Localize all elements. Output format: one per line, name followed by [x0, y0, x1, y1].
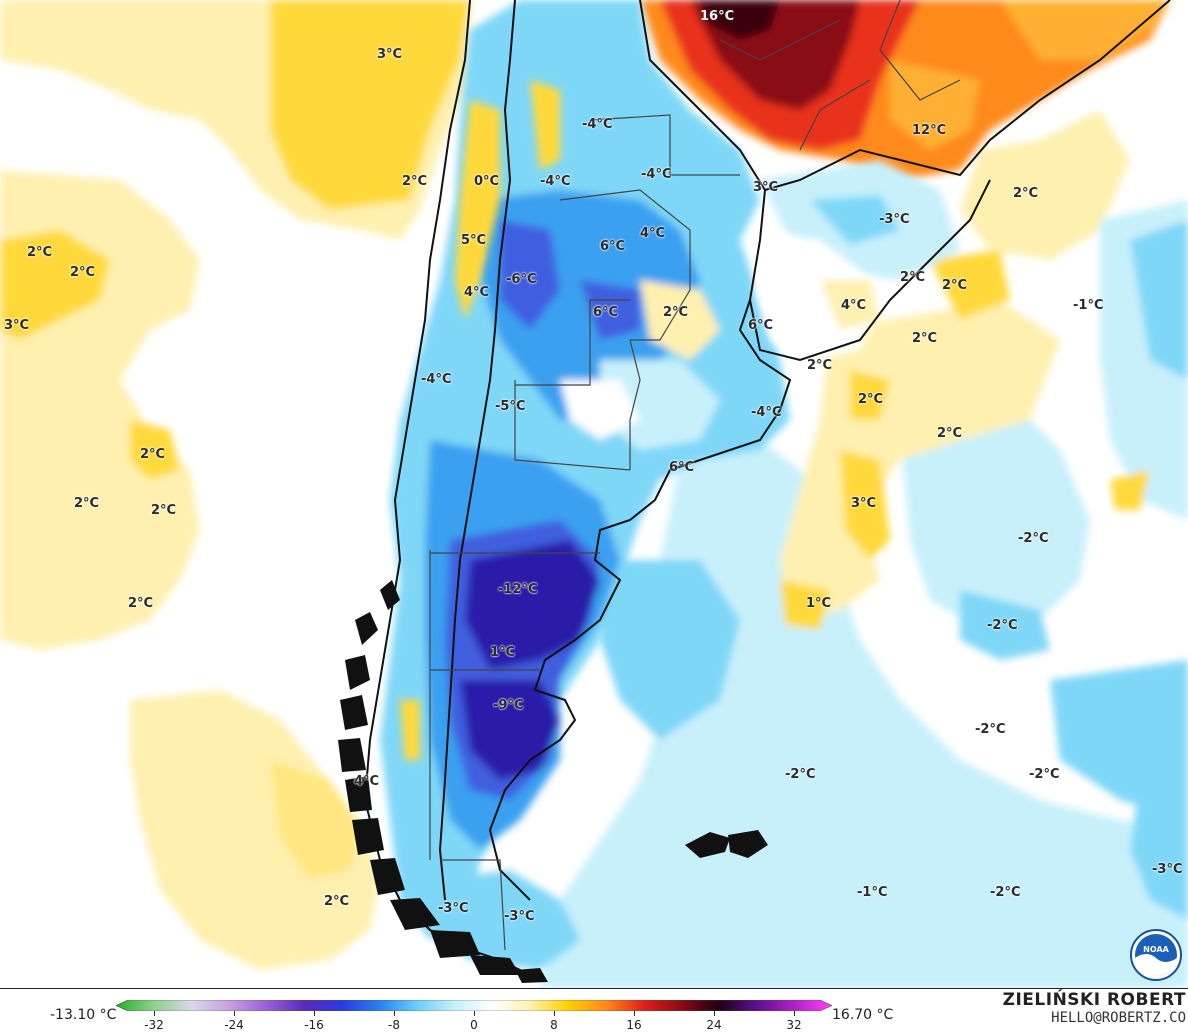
temp-label: -6°C: [506, 272, 537, 287]
temp-label: 4°C: [464, 285, 490, 300]
temp-label: -2°C: [785, 767, 816, 782]
temp-label: -9°C: [493, 698, 524, 713]
author-email: HELLO@ROBERTZ.CO: [1051, 1010, 1186, 1026]
temp-label: -3°C: [438, 901, 469, 916]
temp-label: 2°C: [128, 596, 154, 611]
temp-label: 5°C: [461, 233, 487, 248]
temp-label: 6°C: [600, 239, 626, 254]
scale-tick-mark: [314, 1011, 315, 1016]
temp-label: -4°C: [751, 405, 782, 420]
temp-label: -2°C: [1018, 531, 1049, 546]
scale-tick-label: 24: [706, 1018, 722, 1032]
scale-tick-mark: [634, 1011, 635, 1016]
svg-text:NOAA: NOAA: [1143, 945, 1169, 954]
scale-tick-label: -16: [304, 1018, 324, 1032]
scale-tick-label: 16: [626, 1018, 642, 1032]
temp-label: 6°C: [748, 318, 774, 333]
scale-tick-mark: [474, 1011, 475, 1016]
temp-label: 2°C: [942, 278, 968, 293]
temp-label: 4°C: [354, 774, 380, 789]
chile-fjords: [338, 580, 548, 983]
scale-tick-label: 32: [786, 1018, 802, 1032]
temp-label: 0°C: [474, 174, 500, 189]
temp-label: -2°C: [975, 722, 1006, 737]
temp-label: 2°C: [663, 305, 689, 320]
uruguay-region: [755, 230, 880, 360]
temp-label: 2°C: [27, 245, 53, 260]
temp-label: 1°C: [806, 596, 832, 611]
temp-label: 4°C: [841, 298, 867, 313]
scale-tick-mark: [794, 1011, 795, 1016]
temp-label: 2°C: [807, 358, 833, 373]
temp-label: -2°C: [987, 618, 1018, 633]
noaa-logo-icon: NOAA: [1130, 929, 1182, 981]
temp-label: 3°C: [4, 318, 30, 333]
temp-label: -1°C: [857, 885, 888, 900]
scale-min-value: -13.10 °C: [50, 1007, 117, 1023]
temp-label: 3°C: [851, 496, 877, 511]
temp-label: 2°C: [1013, 186, 1039, 201]
temp-label: 2°C: [140, 447, 166, 462]
scale-tick-label: -24: [224, 1018, 244, 1032]
temp-label: -4°C: [540, 174, 571, 189]
scale-tick-mark: [154, 1011, 155, 1016]
temp-label: 2°C: [858, 392, 884, 407]
color-scale-bar: [116, 1000, 832, 1011]
temp-label: -1°C: [1073, 298, 1104, 313]
temp-label: -3°C: [879, 212, 910, 227]
temp-label: 4°C: [640, 226, 666, 241]
temp-label: 6°C: [669, 460, 695, 475]
temp-label: 12°C: [912, 123, 947, 138]
temp-label: 2°C: [402, 174, 428, 189]
scale-tick-mark: [394, 1011, 395, 1016]
scale-tick-label: 0: [470, 1018, 478, 1032]
temp-label: 2°C: [151, 503, 177, 518]
temp-label: 3°C: [753, 180, 779, 195]
scale-max-value: 16.70 °C: [832, 1007, 894, 1023]
temp-label: 2°C: [70, 265, 96, 280]
author-name: ZIELIŃSKI ROBERT: [1002, 990, 1186, 1010]
temp-label: -2°C: [990, 885, 1021, 900]
temp-label: 6°C: [593, 305, 619, 320]
temp-label: 1°C: [490, 645, 516, 660]
temp-label: 2°C: [912, 331, 938, 346]
temp-label: -3°C: [504, 909, 535, 924]
temp-label: 3°C: [377, 47, 403, 62]
andes-warm-streaks: [400, 80, 560, 760]
temp-label: 2°C: [324, 894, 350, 909]
falkland-islands: [685, 830, 768, 858]
scale-tick-mark: [714, 1011, 715, 1016]
color-scale-legend: -13.10 °C -32 -24 -16 -8 0 8 16 24 32 16.70 °C Z…: [0, 989, 1188, 1035]
brazil-heat-region: [640, 0, 1170, 260]
temp-label: 2°C: [900, 270, 926, 285]
temp-label: 2°C: [74, 496, 100, 511]
temp-label: 16°C: [700, 9, 735, 24]
pacific-warm-region: [0, 0, 470, 970]
temperature-anomaly-map: 16°C 3°C -4°C 12°C 2°C 0°C -4°C -4°C 3°C…: [0, 0, 1188, 989]
temp-label: -4°C: [421, 372, 452, 387]
temp-label: -2°C: [1029, 767, 1060, 782]
scale-tick-label: -8: [388, 1018, 400, 1032]
scale-tick-label: -32: [144, 1018, 164, 1032]
temp-label: -4°C: [641, 167, 672, 182]
map-canvas: [0, 0, 1188, 988]
scale-tick-mark: [234, 1011, 235, 1016]
temp-label: -4°C: [582, 117, 613, 132]
scale-tick-label: 8: [550, 1018, 558, 1032]
temp-label: -5°C: [495, 399, 526, 414]
scale-tick-mark: [554, 1011, 555, 1016]
temp-label: 2°C: [937, 426, 963, 441]
temp-label: -12°C: [498, 582, 538, 597]
temp-label: -3°C: [1152, 862, 1183, 877]
